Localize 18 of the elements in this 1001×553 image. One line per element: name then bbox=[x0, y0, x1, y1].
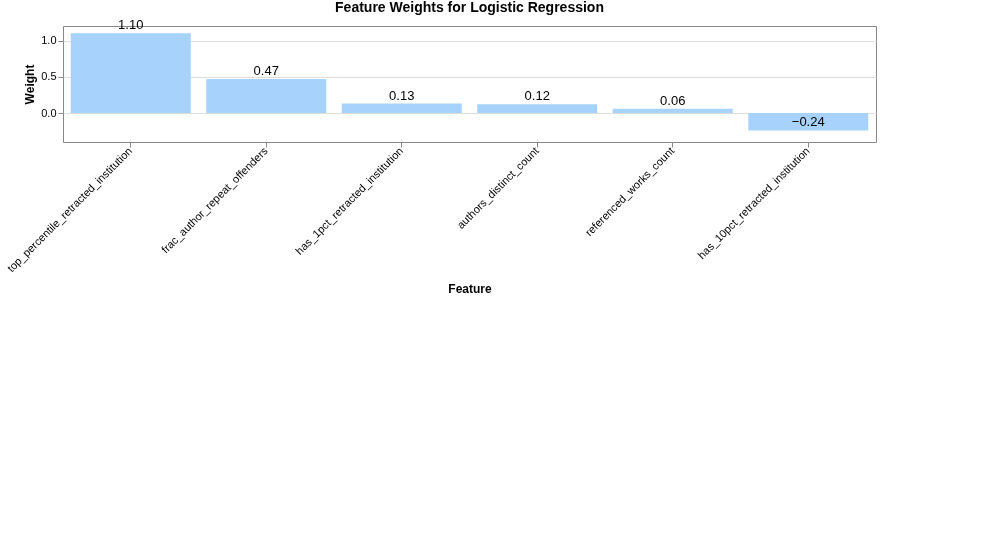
data-label: 0.13 bbox=[389, 87, 415, 103]
y-tick-label: 0.5 bbox=[41, 70, 57, 83]
y-tick-label: 1.0 bbox=[41, 34, 57, 46]
bar bbox=[70, 33, 191, 113]
data-label: 0.06 bbox=[660, 92, 686, 108]
bar bbox=[477, 104, 598, 113]
chart-title: Feature Weights for Logistic Regression bbox=[335, 0, 604, 16]
data-label: 0.12 bbox=[524, 88, 550, 104]
y-tick-label: 0.0 bbox=[41, 106, 57, 119]
data-label: 1.10 bbox=[118, 17, 144, 33]
x-axis-title: Feature bbox=[448, 282, 492, 297]
bar bbox=[612, 108, 733, 113]
data-label: 0.47 bbox=[253, 62, 279, 78]
bar bbox=[206, 78, 327, 113]
data-label: −0.24 bbox=[791, 114, 825, 130]
bar bbox=[341, 103, 462, 113]
bar bbox=[748, 113, 869, 131]
y-axis-title: Weight bbox=[23, 64, 38, 105]
